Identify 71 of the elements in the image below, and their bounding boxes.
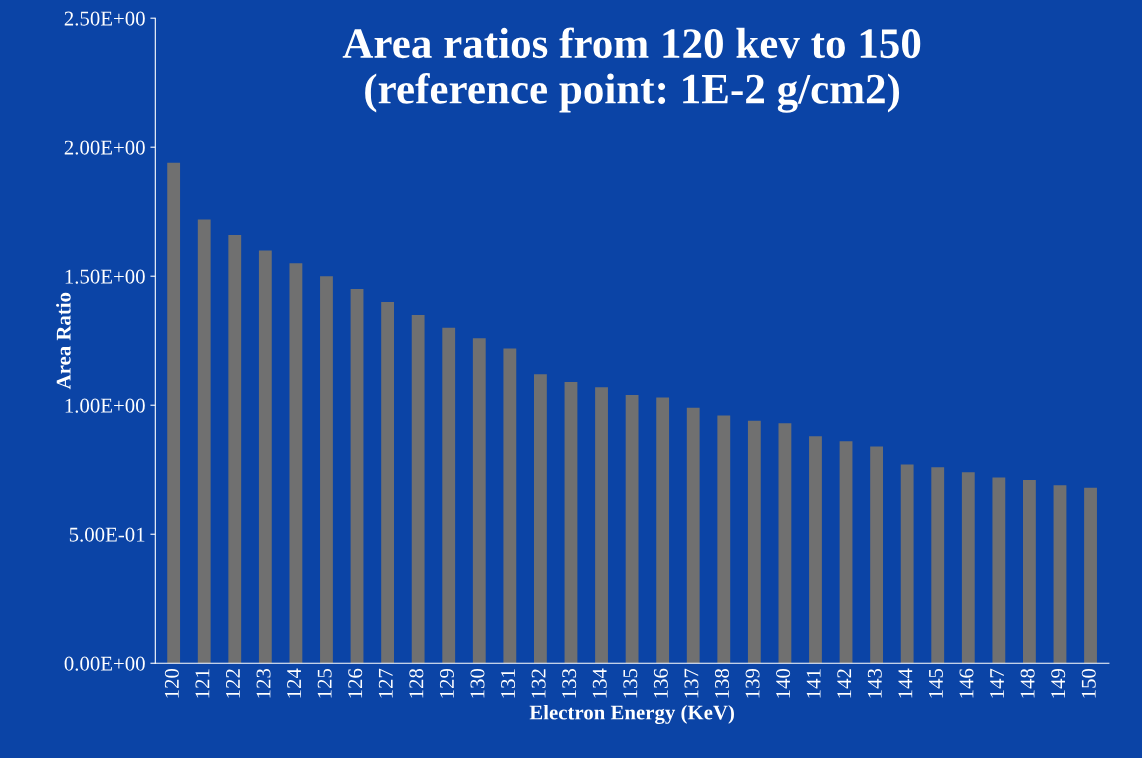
x-tick-label: 150 [1081,668,1096,698]
x-tick-label: 139 [745,668,760,698]
y-tick-label: 1.00E+00 [65,398,145,413]
bar [472,338,486,664]
x-tick-label: 132 [531,669,546,698]
bar [228,234,242,664]
bar [778,423,792,664]
bar [717,415,731,664]
y-axis-title: Area Ratio [56,292,71,390]
x-tick-label: 146 [959,668,974,698]
x-tick-label: 142 [837,669,852,698]
bar [258,250,272,664]
bar [809,436,822,664]
x-tick-label: 147 [990,668,1004,698]
bar [747,420,761,664]
y-tick-label: 0.00E+00 [64,656,145,671]
x-tick-label: 126 [348,668,363,698]
bar [961,472,975,664]
x-tick-label: 125 [317,668,332,698]
bar [350,289,364,664]
bar [992,477,1006,664]
bar [656,397,670,664]
x-tick-label: 141 [806,669,821,698]
x-tick-label: 143 [867,668,882,698]
bar [595,387,608,664]
bar [289,263,303,664]
bar [900,464,914,664]
x-tick-label: 144 [898,668,913,698]
bar [411,314,425,664]
x-tick-label: 135 [623,668,638,698]
bar [381,302,395,664]
bar [931,467,945,664]
bar [503,348,517,664]
bar [1053,485,1067,664]
y-tick-label: 2.50E+00 [64,11,145,26]
x-tick-label: 128 [409,668,424,698]
x-tick-label: 133 [562,668,577,698]
x-tick-label: 129 [439,668,454,698]
x-axis-title: Electron Energy (KeV) [529,704,734,724]
x-tick-label: 137 [684,668,699,698]
x-tick-label: 140 [776,668,791,698]
x-tick-label: 148 [1020,668,1035,698]
text: Area ratios from 120 kev to 150 (reference point: 1E-2 g/cm2) [342,27,921,113]
x-tick-label: 131 [501,669,516,698]
bar [442,327,456,664]
bar [839,441,853,664]
bar [197,219,211,664]
y-tick-label: 1.50E+00 [65,269,145,284]
x-tick-label: 130 [470,668,485,698]
x-tick-label: 138 [714,668,729,698]
bar [625,394,639,664]
bar [320,276,333,664]
x-tick-label: 134 [592,668,607,698]
bar [870,446,884,664]
x-tick-label: 120 [164,668,179,698]
bar [564,382,578,664]
x-tick-label: 136 [653,668,668,698]
x-tick-label: 121 [195,669,210,698]
x-tick-label: 145 [928,668,943,698]
bar [533,374,547,664]
x-tick-label: 123 [256,668,271,698]
bar [1084,487,1097,664]
x-tick-label: 122 [225,669,240,698]
x-tick-label: 124 [287,668,301,698]
y-tick-label: 5.00E-01 [69,527,145,542]
y-tick-label: 2.00E+00 [64,140,145,155]
x-tick-label: 127 [378,668,393,698]
x-tick-label: 149 [1051,668,1066,698]
bar [686,407,700,664]
bar [1023,480,1036,664]
bar [167,162,181,664]
